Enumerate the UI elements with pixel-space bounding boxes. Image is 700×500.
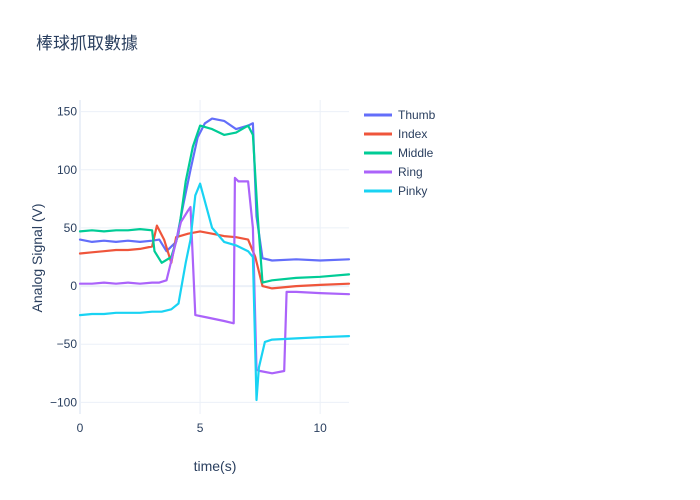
series-line-index bbox=[78, 224, 351, 290]
y-tick-label: −100 bbox=[50, 395, 77, 409]
y-tick-label: 50 bbox=[64, 221, 78, 235]
x-tick-label: 10 bbox=[313, 421, 327, 435]
y-tick-label: 0 bbox=[70, 279, 77, 293]
legend-item-ring[interactable]: Ring bbox=[364, 165, 423, 179]
legend-item-pinky[interactable]: Pinky bbox=[364, 184, 427, 198]
x-tick-label: 5 bbox=[197, 421, 204, 435]
legend-label: Pinky bbox=[398, 184, 427, 198]
legend-label: Middle bbox=[398, 146, 434, 160]
chart-title: 棒球抓取數據 bbox=[36, 34, 138, 53]
legend-label: Ring bbox=[398, 165, 423, 179]
series-line-pinky bbox=[78, 182, 351, 402]
grid bbox=[79, 100, 349, 414]
series-line-middle bbox=[78, 124, 351, 284]
y-tick-label: 100 bbox=[57, 163, 77, 177]
legend[interactable]: Thumb Index Middle Ring Pinky bbox=[364, 108, 436, 198]
tick-labels: −100 −50 0 50 100 150 0 5 10 bbox=[50, 105, 327, 435]
y-axis-label: Analog Signal (V) bbox=[29, 204, 45, 313]
y-tick-label: 150 bbox=[57, 105, 77, 119]
legend-item-thumb[interactable]: Thumb bbox=[364, 108, 436, 122]
legend-label: Index bbox=[398, 127, 427, 141]
legend-item-index[interactable]: Index bbox=[364, 127, 427, 141]
legend-label: Thumb bbox=[398, 108, 436, 122]
x-tick-label: 0 bbox=[77, 421, 84, 435]
series-line-thumb bbox=[78, 117, 351, 262]
legend-item-middle[interactable]: Middle bbox=[364, 146, 434, 160]
plot-area bbox=[78, 117, 351, 402]
x-axis-label: time(s) bbox=[194, 458, 237, 474]
series-line-ring bbox=[78, 176, 351, 375]
y-tick-label: −50 bbox=[57, 337, 78, 351]
